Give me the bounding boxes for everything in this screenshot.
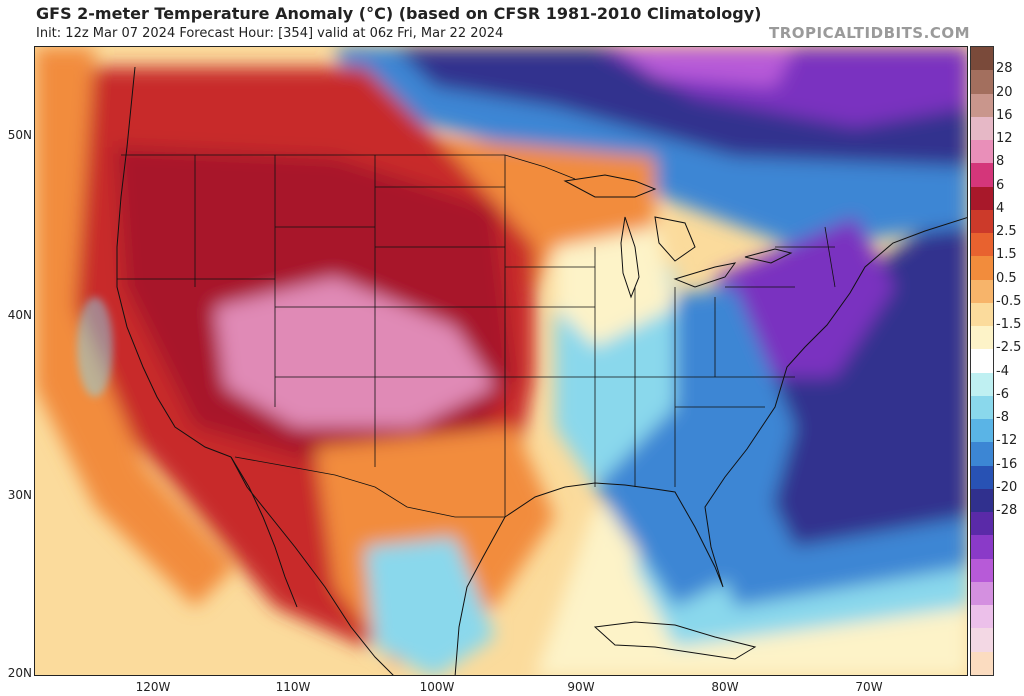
pacific-pale-patch <box>77 297 113 397</box>
colorbar-swatch <box>971 70 993 94</box>
lon-label-80w: 80W <box>711 680 739 694</box>
map-title: GFS 2-meter Temperature Anomaly (°C) (ba… <box>36 4 762 23</box>
colorbar-label: -12 <box>996 433 1018 449</box>
colorbar-label: -28 <box>996 503 1018 519</box>
colorbar-swatch <box>971 209 993 234</box>
colorbar-swatch <box>971 349 993 374</box>
colorbar-label: 12 <box>996 131 1013 147</box>
coastlines <box>116 66 967 675</box>
colorbar-swatch <box>971 395 993 420</box>
lat-label-30n: 30N <box>7 488 32 502</box>
colorbar-label: -16 <box>996 456 1018 472</box>
brand-watermark[interactable]: TROPICALTIDBITS.COM <box>769 24 970 42</box>
colorbar-swatch <box>971 581 993 606</box>
colorbar <box>970 46 994 676</box>
lat-label-40n: 40N <box>7 308 32 322</box>
lat-label-50n: 50N <box>7 128 32 142</box>
lon-label-70w: 70W <box>855 680 883 694</box>
great-lakes <box>563 174 793 299</box>
colorbar-swatch <box>971 163 993 188</box>
colorbar-label: 1.5 <box>996 247 1017 263</box>
lake-erie <box>673 262 737 288</box>
colorbar-swatch <box>971 419 993 443</box>
state-borders <box>117 154 836 518</box>
colorbar-label: 4 <box>996 200 1005 216</box>
northeast-purple <box>715 217 895 377</box>
colorbar-label: 2.5 <box>996 224 1017 240</box>
us-canada-border-east <box>504 154 576 180</box>
mexico-light-blue <box>365 537 495 675</box>
lake-michigan <box>620 216 640 299</box>
colorbar-label: -2.5 <box>996 340 1022 356</box>
colorbar-swatch <box>971 488 993 513</box>
colorbar-label: -4 <box>996 363 1009 379</box>
colorbar-swatch <box>971 651 993 676</box>
colorbar-label: -1.5 <box>996 317 1022 333</box>
colorbar-swatch <box>971 233 993 257</box>
colorbar-label: -6 <box>996 386 1009 402</box>
new-england-border <box>824 226 836 288</box>
colorbar-swatch <box>971 256 993 281</box>
colorbar-swatch <box>971 628 993 653</box>
anomaly-map-canvas <box>35 47 967 675</box>
cuba-outline <box>593 621 757 660</box>
colorbar-swatch <box>971 372 993 397</box>
colorbar-swatch <box>971 326 993 350</box>
lon-label-110w: 110W <box>275 680 311 694</box>
colorbar-swatch <box>971 302 993 327</box>
colorbar-label: -20 <box>996 479 1018 495</box>
great-lakes-pale <box>555 217 675 347</box>
atlantic-navy <box>735 198 967 547</box>
colorbar-label: 28 <box>996 61 1013 77</box>
colorbar-label: 16 <box>996 107 1013 123</box>
colorbar-label: 8 <box>996 154 1005 170</box>
west-coastline <box>116 66 232 458</box>
lon-label-100w: 100W <box>419 680 455 694</box>
violet-north <box>615 47 795 87</box>
colorbar-swatch <box>971 47 993 71</box>
colorbar-label: -0.5 <box>996 293 1022 309</box>
colorbar-label: 20 <box>996 84 1013 100</box>
colorbar-swatch <box>971 605 993 629</box>
colorbar-swatch <box>971 465 993 490</box>
lon-label-120w: 120W <box>135 680 171 694</box>
lake-huron <box>654 216 696 262</box>
colorbar-swatch <box>971 116 993 141</box>
lake-superior <box>563 174 657 198</box>
baja-peninsula <box>230 456 298 608</box>
colorbar-label: -8 <box>996 410 1009 426</box>
map-subtitle: Init: 12z Mar 07 2024 Forecast Hour: [35… <box>36 26 504 41</box>
colorbar-swatch <box>971 442 993 467</box>
colorbar-label: 6 <box>996 177 1005 193</box>
colorbar-swatch <box>971 93 993 118</box>
colorbar-swatch <box>971 186 993 211</box>
colorbar-swatch <box>971 535 993 560</box>
gulf-atlantic-coastline <box>504 217 967 588</box>
us-mexico-border <box>234 456 505 518</box>
colorbar-label: 0.5 <box>996 270 1017 286</box>
lake-ontario <box>744 248 793 264</box>
colorbar-swatch <box>971 558 993 583</box>
pacific-coastal-orange <box>35 47 235 607</box>
colorbar-swatch <box>971 512 993 536</box>
colorbar-swatch <box>971 279 993 304</box>
anomaly-map[interactable] <box>34 46 968 676</box>
lat-label-20n: 20N <box>7 666 32 680</box>
southwest-pink <box>215 277 495 427</box>
mexico-gulf-coast <box>454 516 506 675</box>
colorbar-swatch <box>971 140 993 164</box>
lon-label-90w: 90W <box>567 680 595 694</box>
